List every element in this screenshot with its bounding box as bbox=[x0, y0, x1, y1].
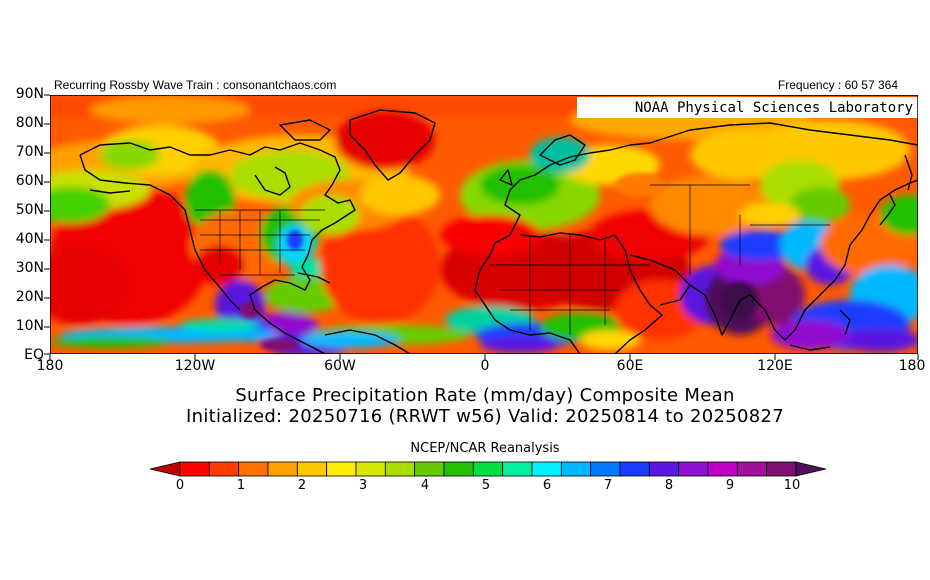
colorbar-tick-2: 2 bbox=[297, 478, 307, 493]
lat-label-80n: 80N bbox=[15, 115, 44, 131]
precipitation-map: NOAA Physical Sciences Laboratory bbox=[50, 95, 918, 354]
data-source-label: NCEP/NCAR Reanalysis bbox=[410, 441, 560, 456]
colorbar-cell bbox=[590, 461, 621, 477]
colorbar-cell bbox=[326, 461, 357, 477]
colorbar-cell bbox=[267, 461, 298, 477]
map-axis-ticks bbox=[44, 94, 919, 360]
colorbar-tick-1: 1 bbox=[236, 478, 246, 493]
lon-label-60w: 60W bbox=[324, 358, 356, 374]
lat-label-40n: 40N bbox=[15, 231, 44, 247]
lat-label-50n: 50N bbox=[15, 202, 44, 218]
colorbar-cell bbox=[707, 461, 738, 477]
colorbar-cell bbox=[443, 461, 474, 477]
colorbar-cell bbox=[355, 461, 386, 477]
map-title-line1: Surface Precipitation Rate (mm/day) Comp… bbox=[235, 385, 735, 406]
colorbar-tick-5: 5 bbox=[481, 478, 491, 493]
colorbar-tick-9: 9 bbox=[725, 478, 735, 493]
colorbar-tick-7: 7 bbox=[603, 478, 613, 493]
colorbar-cell bbox=[179, 461, 210, 477]
colorbar-tick-6: 6 bbox=[542, 478, 552, 493]
colorbar-cell bbox=[736, 461, 768, 477]
lon-label-120e: 120E bbox=[757, 358, 793, 374]
colorbar-cell bbox=[296, 461, 328, 477]
map-title-line2: Initialized: 20250716 (RRWT w56) Valid: … bbox=[186, 406, 784, 427]
header-left-text: Recurring Rossby Wave Train : consonantc… bbox=[54, 78, 337, 92]
header-right-text: Frequency : 60 57 364 bbox=[777, 78, 898, 92]
lat-label-20n: 20N bbox=[15, 289, 44, 305]
colorbar-tick-4: 4 bbox=[420, 478, 430, 493]
colorbar-high-arrow bbox=[795, 461, 826, 477]
colorbar-tick-10: 10 bbox=[783, 478, 801, 493]
colorbar-tick-8: 8 bbox=[664, 478, 674, 493]
political-borders bbox=[195, 184, 830, 335]
watermark-box bbox=[577, 97, 918, 118]
colorbar-cell bbox=[648, 461, 680, 477]
colorbar-cell bbox=[472, 461, 504, 477]
colorbar-cell bbox=[208, 461, 240, 477]
lon-label-0: 0 bbox=[480, 358, 490, 374]
colorbar-cell bbox=[678, 461, 709, 477]
colorbar-cell bbox=[619, 461, 650, 477]
lon-label-180e: 180 bbox=[898, 358, 926, 374]
lon-label-60e: 60E bbox=[616, 358, 644, 374]
lon-label-180w: 180 bbox=[36, 358, 64, 374]
colorbar-cell bbox=[560, 461, 592, 477]
lat-label-90n: 90N bbox=[15, 86, 44, 102]
lat-label-10n: 10N bbox=[15, 318, 44, 334]
lat-label-70n: 70N bbox=[15, 144, 44, 160]
colorbar-cell bbox=[531, 461, 562, 477]
colorbar-low-arrow bbox=[150, 461, 181, 477]
watermark-text: NOAA Physical Sciences Laboratory bbox=[635, 100, 913, 116]
colorbar-cell bbox=[414, 461, 445, 477]
lat-label-eq: EQ bbox=[24, 347, 44, 363]
precip-field bbox=[50, 95, 918, 354]
colorbar-tick-3: 3 bbox=[358, 478, 368, 493]
lat-label-60n: 60N bbox=[15, 173, 44, 189]
colorbar bbox=[150, 461, 826, 477]
colorbar-tick-0: 0 bbox=[175, 478, 185, 493]
coastlines bbox=[79, 109, 918, 354]
lon-label-120w: 120W bbox=[174, 358, 216, 374]
colorbar-cell bbox=[766, 461, 797, 477]
colorbar-cell bbox=[238, 461, 269, 477]
lat-label-30n: 30N bbox=[15, 260, 44, 276]
colorbar-cell bbox=[384, 461, 416, 477]
colorbar-cell bbox=[502, 461, 533, 477]
